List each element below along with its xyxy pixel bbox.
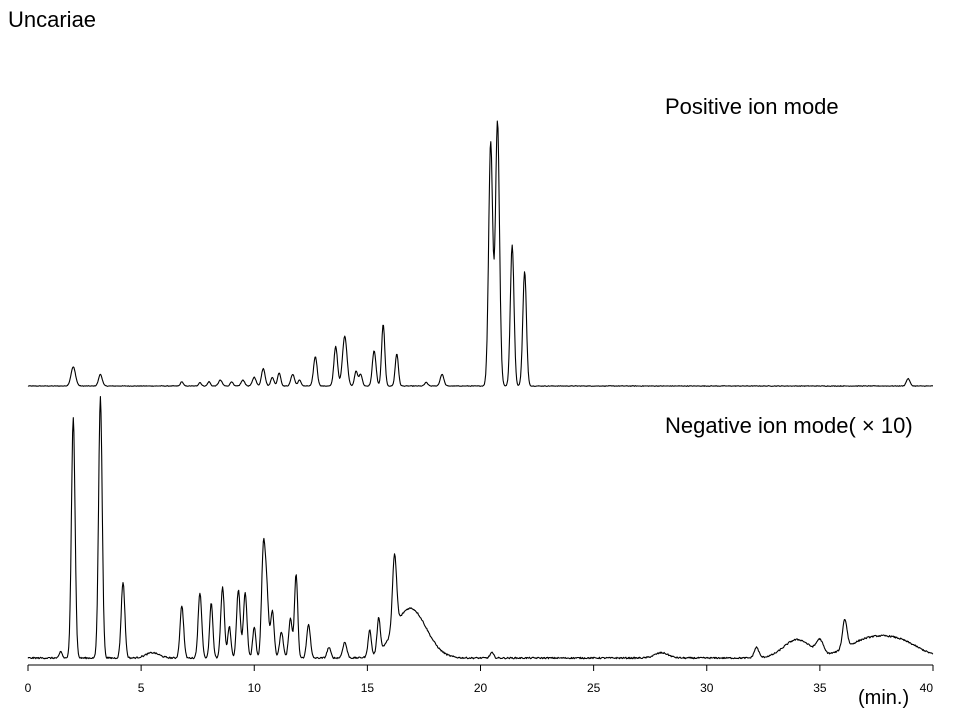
x-tick-label: 5 bbox=[138, 681, 145, 695]
positive-ion-panel: Positive ion mode bbox=[27, 94, 933, 387]
negative-ion-mode-label: Negative ion mode( × 10) bbox=[665, 413, 913, 438]
negative-ion-trace bbox=[27, 396, 934, 660]
x-tick-label: 15 bbox=[361, 681, 375, 695]
positive-ion-trace bbox=[27, 120, 933, 387]
x-tick-label: 0 bbox=[25, 681, 32, 695]
x-tick-label: 40 bbox=[920, 681, 934, 695]
x-axis-ticks: 0 5 10 15 20 25 30 35 40 bbox=[25, 665, 934, 695]
x-tick-label: 25 bbox=[587, 681, 601, 695]
x-axis: 0 5 10 15 20 25 30 35 40 (min.) bbox=[25, 664, 934, 709]
x-tick-label: 30 bbox=[700, 681, 714, 695]
x-axis-unit-label: (min.) bbox=[858, 687, 909, 709]
positive-ion-mode-label: Positive ion mode bbox=[665, 94, 839, 119]
x-tick-label: 10 bbox=[248, 681, 262, 695]
x-tick-label: 35 bbox=[813, 681, 827, 695]
negative-ion-panel: Negative ion mode( × 10) bbox=[27, 396, 934, 660]
x-tick-label: 20 bbox=[474, 681, 488, 695]
chart-title: Uncariae bbox=[8, 7, 96, 32]
